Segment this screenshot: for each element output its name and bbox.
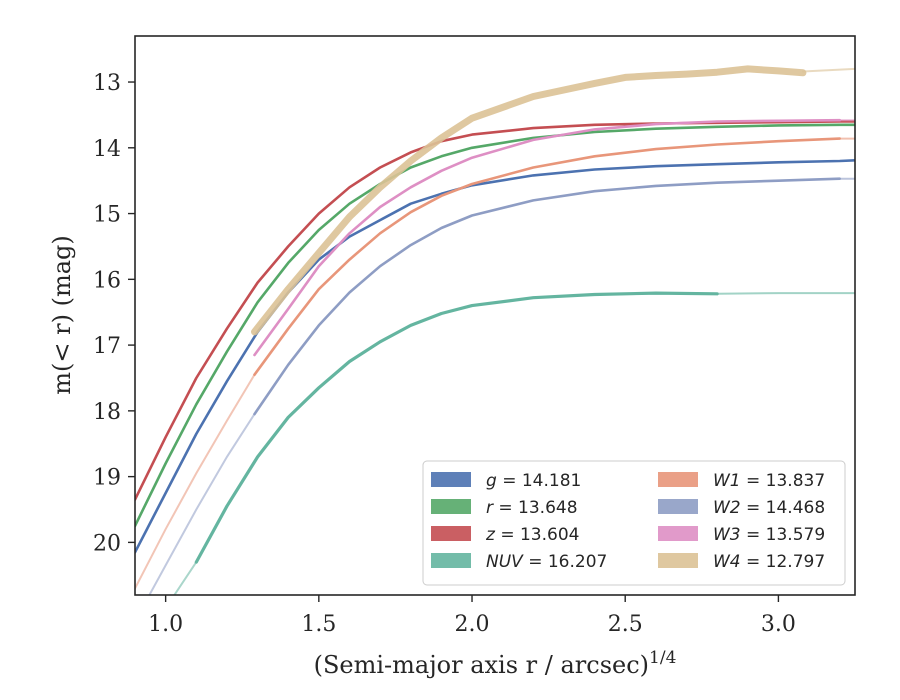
y-tick-label: 17 <box>93 334 121 359</box>
y-tick-label: 18 <box>93 400 121 425</box>
legend-item-nuv: NUV = 16.207 <box>431 552 607 572</box>
series-w4-line <box>251 65 807 336</box>
plot-frame <box>134 35 856 596</box>
legend-label: W2 = 14.468 <box>713 498 825 518</box>
y-tick-label: 13 <box>93 71 121 96</box>
legend-label: r = 13.648 <box>486 498 578 518</box>
legend-swatch <box>431 553 471 568</box>
y-tick-label: 14 <box>93 137 121 162</box>
series-r-line <box>135 123 855 528</box>
legend-item-w2: W2 = 14.468 <box>658 498 825 518</box>
legend-label: W1 = 13.837 <box>713 471 825 491</box>
legend-label: NUV = 16.207 <box>486 552 607 572</box>
legend-swatch <box>431 472 471 487</box>
y-tick-label: 16 <box>93 268 121 293</box>
series-w1-extrapolation <box>135 373 256 590</box>
legend-item-z: z = 13.604 <box>431 525 579 545</box>
legend-item-w3: W3 = 13.579 <box>658 525 825 545</box>
series-nuv-tail <box>716 292 855 295</box>
legend-item-r: r = 13.648 <box>431 498 578 518</box>
legend-item-g: g = 14.181 <box>431 471 581 491</box>
legend-frame <box>422 460 846 586</box>
legend-swatch <box>658 553 698 568</box>
series-layer <box>135 65 855 595</box>
legend-item-w1: W1 = 13.837 <box>658 471 825 491</box>
series-w2-extrapolation <box>148 413 256 595</box>
series-w2-line <box>253 177 842 416</box>
legend-label: g = 14.181 <box>486 471 581 491</box>
y-axis-label: m(< r) (mag) <box>48 235 76 394</box>
x-tick-label: 2.0 <box>455 612 490 637</box>
x-tick-label: 1.5 <box>301 612 336 637</box>
x-tick-label: 2.5 <box>608 612 643 637</box>
series-w3-line <box>253 118 842 357</box>
legend: g = 14.181 r = 13.648 z = 13.604 NUV = 16.2… <box>422 460 846 586</box>
series-nuv-extrapolation <box>173 561 198 595</box>
legend-swatch <box>658 499 698 514</box>
legend-swatch <box>658 472 698 487</box>
series-g-line <box>135 159 855 554</box>
y-tick-label: 20 <box>93 531 121 556</box>
x-axis-label: (Semi-major axis r / arcsec)1/4 <box>314 648 677 679</box>
x-tick-label: 3.0 <box>761 612 796 637</box>
y-tick-label: 15 <box>93 203 121 228</box>
series-w4-tail <box>801 67 855 73</box>
legend-item-w4: W4 = 12.797 <box>658 552 825 572</box>
legend-swatch <box>431 526 471 541</box>
legend-label: W4 = 12.797 <box>713 552 825 572</box>
series-w1-line <box>253 137 842 377</box>
legend-swatch <box>658 526 698 541</box>
legend-swatch <box>431 499 471 514</box>
legend-label: W3 = 13.579 <box>713 525 825 545</box>
legend-label: z = 13.604 <box>485 525 579 545</box>
y-axis: 13 14 15 16 17 18 19 20 <box>93 71 135 556</box>
x-tick-label: 1.0 <box>148 612 183 637</box>
series-nuv-line <box>194 291 719 564</box>
x-axis: 1.0 1.5 2.0 2.5 3.0 <box>148 595 796 637</box>
y-tick-label: 19 <box>93 466 121 491</box>
